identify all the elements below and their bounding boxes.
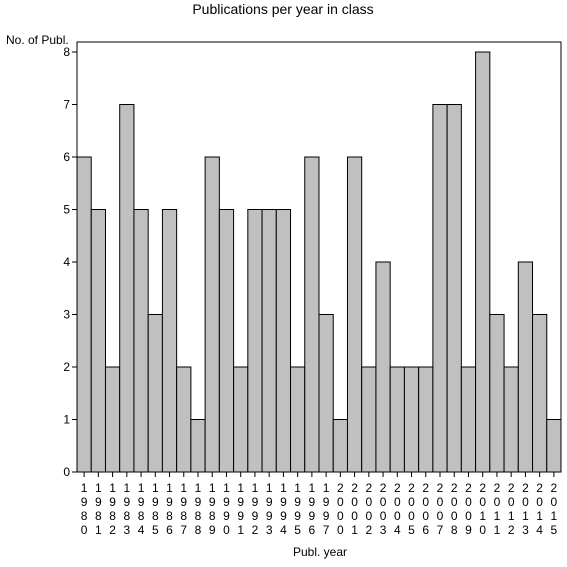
- bar-1985: [147, 314, 163, 473]
- bar-1994: [275, 209, 292, 473]
- bar-2010: [475, 51, 491, 473]
- bar-2002: [361, 366, 377, 473]
- bar-1989: [204, 156, 220, 473]
- y-tick-label-2: 2: [63, 360, 70, 374]
- bar-2007: [432, 104, 448, 473]
- bar-2012: [503, 366, 519, 473]
- bar-2006: [418, 366, 434, 473]
- bar-1990: [218, 209, 235, 473]
- bar-2008: [446, 104, 462, 473]
- y-tick-label-5: 5: [63, 203, 70, 217]
- bar-2001: [346, 156, 363, 473]
- bar-1981: [90, 209, 106, 473]
- y-tick-label-4: 4: [63, 255, 70, 269]
- plot-frame: [76, 41, 562, 473]
- x-axis-ticks: 1 9 8 0 1 9 8 1 1 9 8 2 1 9 8 3 1 9 8 4 1 9 8 5 1 9 8 6 1 9 8 7 1 9 8 8 1 9 8 9…: [81, 472, 558, 537]
- bar-2009: [460, 366, 477, 473]
- bar-1983: [119, 104, 135, 473]
- y-tick-label-0: 0: [63, 465, 70, 479]
- y-tick-label-1: 1: [63, 413, 70, 427]
- bar-1992: [247, 209, 263, 473]
- bar-1993: [261, 209, 277, 473]
- bar-2003: [375, 261, 391, 473]
- bar-2013: [517, 261, 534, 473]
- y-tick-label-3: 3: [63, 308, 70, 322]
- bar-2004: [389, 366, 405, 473]
- bar-1988: [190, 419, 206, 473]
- bar-1980: [76, 156, 92, 473]
- bars-group: [76, 51, 562, 473]
- y-axis-ticks: 0 1 2 3 4 5 6 7 8: [63, 45, 77, 479]
- y-tick-label-6: 6: [63, 150, 70, 164]
- y-tick-label-7: 7: [63, 98, 70, 112]
- bar-1997: [318, 314, 334, 473]
- bar-2015: [546, 419, 562, 473]
- bar-1991: [233, 366, 249, 473]
- y-axis-label: No. of Publ.: [6, 33, 69, 47]
- bar-2005: [403, 366, 420, 473]
- bar-2000: [332, 419, 348, 473]
- bar-1987: [176, 366, 192, 473]
- bar-2011: [489, 314, 505, 473]
- bar-1996: [304, 156, 320, 473]
- bar-2014: [532, 314, 548, 473]
- bar-1982: [104, 366, 121, 473]
- chart-title: Publications per year in class: [192, 1, 373, 17]
- y-tick-label-8: 8: [63, 45, 70, 59]
- x-axis-label: Publ. year: [293, 545, 347, 559]
- bar-1986: [161, 209, 178, 473]
- bar-1984: [133, 209, 149, 473]
- bar-1995: [290, 366, 306, 473]
